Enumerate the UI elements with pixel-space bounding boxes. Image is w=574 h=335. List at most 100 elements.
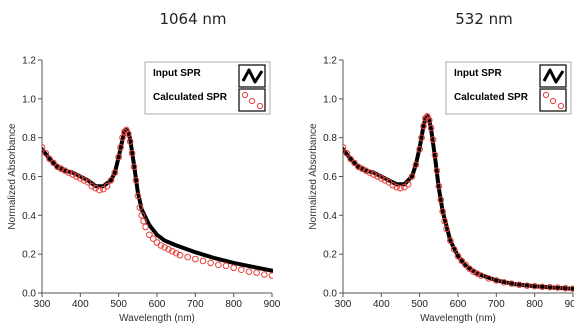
data-point-calculated-spr (412, 161, 420, 169)
data-point-calculated-spr (554, 284, 561, 291)
data-point-calculated-spr (539, 283, 546, 291)
data-point-calculated-spr (378, 175, 385, 182)
data-point-calculated-spr (146, 231, 153, 239)
data-point-calculated-spr (92, 184, 99, 192)
data-point-calculated-spr (107, 177, 115, 184)
x-tick-label: 600 (149, 299, 166, 310)
legend-marker-glyph (557, 102, 565, 110)
y-tick-label: 0.2 (323, 250, 337, 261)
data-point-calculated-spr (462, 261, 469, 269)
data-point-calculated-spr (531, 282, 538, 290)
data-point-calculated-spr (128, 149, 136, 157)
data-point-calculated-spr (416, 146, 423, 153)
x-tick-label: 800 (225, 299, 242, 310)
legend: Input SPR Calculated SPR (144, 61, 271, 115)
x-axis-label: Wavelength (nm) (420, 313, 496, 324)
data-point-calculated-spr (431, 151, 439, 159)
x-tick-label: 500 (110, 299, 127, 310)
legend: Input SPR Calculated SPR (445, 61, 572, 115)
data-point-calculated-spr (54, 163, 61, 171)
x-axis-label: Wavelength (nm) (119, 313, 195, 324)
data-point-calculated-spr (119, 134, 126, 141)
data-point-calculated-spr (222, 262, 230, 270)
x-tick-label: 800 (526, 299, 543, 310)
legend-label: Input SPR (153, 68, 202, 79)
x-tick-label: 600 (450, 299, 467, 310)
y-tick-label: 0.0 (323, 289, 337, 300)
panel-title-1064: 1064 nm (159, 10, 227, 28)
legend-swatch (238, 88, 266, 112)
data-point-calculated-spr (96, 186, 103, 194)
data-point-calculated-spr (111, 169, 119, 176)
data-point-calculated-spr (477, 272, 485, 279)
data-point-calculated-spr (123, 126, 130, 134)
y-axis-label: Normalized Absorbance (7, 123, 18, 230)
x-tick-label: 400 (373, 299, 390, 310)
data-point-calculated-spr (427, 124, 435, 132)
data-point-calculated-spr (115, 153, 122, 161)
data-point-calculated-spr (134, 192, 142, 200)
data-point-calculated-spr (500, 279, 508, 286)
data-point-calculated-spr (454, 252, 462, 260)
data-point-calculated-spr (458, 257, 466, 265)
data-point-calculated-spr (374, 173, 381, 180)
legend-label: Calculated SPR (454, 92, 529, 103)
legend-swatch-frame (539, 88, 567, 112)
data-point-calculated-spr (88, 182, 96, 190)
y-tick-label: 1.2 (22, 56, 36, 67)
data-point-calculated-spr (424, 113, 431, 120)
data-point-calculated-spr (443, 225, 450, 233)
data-point-calculated-spr (429, 136, 437, 143)
data-point-calculated-spr (169, 247, 176, 255)
data-point-calculated-spr (435, 182, 443, 190)
data-point-calculated-spr (132, 177, 140, 184)
data-point-calculated-spr (215, 261, 222, 269)
data-point-calculated-spr (142, 223, 149, 231)
y-tick-label: 0.0 (22, 289, 36, 300)
data-point-calculated-spr (261, 271, 268, 278)
data-point-calculated-spr (192, 255, 199, 263)
y-tick-label: 0.4 (323, 211, 337, 222)
data-point-calculated-spr (422, 114, 429, 122)
x-tick-label: 300 (34, 299, 51, 310)
data-point-calculated-spr (355, 163, 362, 171)
data-point-calculated-spr (161, 244, 168, 251)
y-tick-label: 0.8 (22, 133, 36, 144)
data-point-calculated-spr (199, 257, 207, 265)
legend-line-glyph (241, 68, 264, 84)
data-point-calculated-spr (46, 155, 53, 163)
data-point-calculated-spr (77, 175, 84, 182)
data-point-calculated-spr (408, 173, 416, 180)
data-point-calculated-spr (437, 196, 445, 204)
x-tick-label: 700 (187, 299, 204, 310)
data-point-calculated-spr (103, 182, 111, 190)
data-point-calculated-spr (441, 217, 448, 225)
data-point-calculated-spr (165, 246, 172, 253)
data-point-calculated-spr (381, 177, 389, 184)
data-point-calculated-spr (207, 259, 214, 267)
legend-marker-glyph (549, 97, 557, 105)
data-point-calculated-spr (230, 264, 237, 272)
y-tick-label: 0.2 (22, 250, 36, 261)
data-point-calculated-spr (65, 169, 73, 176)
x-tick-label: 300 (335, 299, 352, 310)
data-point-calculated-spr (358, 165, 366, 173)
data-point-calculated-spr (447, 237, 454, 244)
data-point-calculated-spr (138, 212, 145, 219)
series-line-input-spr (343, 114, 574, 291)
data-point-calculated-spr (370, 171, 377, 178)
data-point-calculated-spr (176, 251, 184, 259)
x-tick-label: 900 (565, 299, 574, 310)
y-tick-label: 0.6 (323, 172, 337, 183)
data-point-calculated-spr (433, 167, 441, 174)
data-point-calculated-spr (268, 272, 273, 279)
data-point-calculated-spr (485, 275, 492, 282)
data-point-calculated-spr (253, 269, 260, 276)
y-tick-label: 0.8 (323, 133, 337, 144)
data-point-calculated-spr (347, 155, 354, 163)
data-point-calculated-spr (389, 181, 397, 189)
legend-swatch (238, 64, 266, 88)
data-point-calculated-spr (57, 165, 65, 173)
data-point-calculated-spr (523, 282, 531, 289)
